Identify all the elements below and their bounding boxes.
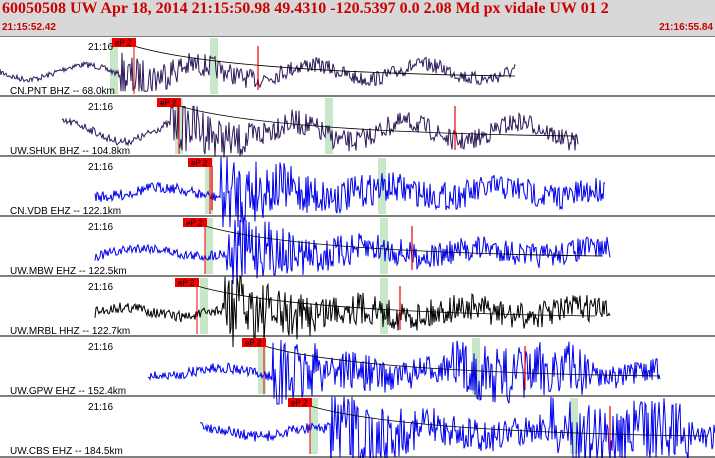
pick-label-box[interactable]	[157, 98, 181, 107]
time-window-marker	[378, 158, 386, 214]
time-window-marker	[380, 278, 388, 334]
pick-label-box[interactable]	[242, 338, 266, 347]
coda-decay-curve	[251, 341, 661, 377]
event-title: 60050508 UW Apr 18, 2014 21:15:50.98 49.…	[2, 0, 609, 17]
coda-decay-curve	[297, 401, 709, 437]
time-window-marker	[258, 338, 266, 394]
station-label: CN.VDB EHZ -- 122.1km	[10, 206, 121, 217]
event-header: 60050508 UW Apr 18, 2014 21:15:50.98 49.…	[0, 0, 715, 36]
time-window-marker	[200, 278, 208, 334]
station-label: UW.SHUK BHZ -- 104.8km	[10, 146, 130, 157]
coda-decay-curve	[192, 221, 604, 257]
track-time-label: 21:16	[88, 402, 113, 413]
time-window-marker	[205, 218, 213, 274]
pick-label: eP 2	[186, 219, 203, 228]
station-label: UW.CBS EHZ -- 184.5km	[10, 446, 123, 457]
track-time-label: 21:16	[88, 162, 113, 173]
pick-label: eP 2	[191, 159, 208, 168]
coda-decay-curve	[166, 101, 578, 137]
pick-label-box[interactable]	[112, 38, 136, 47]
track-time-label: 21:16	[88, 42, 113, 53]
station-label: UW.GPW EHZ -- 152.4km	[10, 386, 126, 397]
waveform-trace[interactable]	[94, 276, 611, 348]
pick-label-box[interactable]	[288, 398, 312, 407]
pick-label-box[interactable]	[188, 158, 212, 167]
time-window-marker	[110, 38, 118, 94]
waveform-trace[interactable]	[94, 218, 611, 285]
time-window-marker	[570, 398, 578, 454]
station-label: UW.MBW EHZ -- 122.5km	[10, 266, 127, 277]
time-window-marker	[205, 158, 213, 214]
pick-label: eP 2	[160, 99, 177, 108]
waveform-trace[interactable]	[147, 339, 661, 405]
track-time-label: 21:16	[88, 342, 113, 353]
end-time: 21:16:55.84	[659, 22, 713, 33]
time-window-marker	[210, 38, 218, 94]
track-time-label: 21:16	[88, 102, 113, 113]
waveform-trace[interactable]	[94, 156, 606, 228]
waveform-trace[interactable]	[199, 396, 715, 458]
waveform-trace[interactable]	[61, 104, 579, 158]
pick-label: eP 2	[245, 339, 262, 348]
pick-label: eP 2	[178, 279, 195, 288]
pick-label-box[interactable]	[183, 218, 207, 227]
start-time: 21:15:52.42	[2, 22, 56, 33]
pick-label: eP 2	[115, 39, 132, 48]
coda-decay-curve	[184, 281, 596, 317]
seismogram-panel[interactable]: eP 2 21:16 CN.PNT BHZ -- 68.0km eP 2 21:16 UW…	[0, 36, 715, 458]
pick-label-box[interactable]	[175, 278, 199, 287]
coda-decay-curve	[121, 41, 516, 77]
track-time-label: 21:16	[88, 222, 113, 233]
station-label: CN.PNT BHZ -- 68.0km	[10, 86, 115, 97]
pick-label: eP 2	[291, 399, 308, 408]
station-label: UW.MRBL HHZ -- 122.7km	[10, 326, 130, 337]
track-time-label: 21:16	[88, 282, 113, 293]
